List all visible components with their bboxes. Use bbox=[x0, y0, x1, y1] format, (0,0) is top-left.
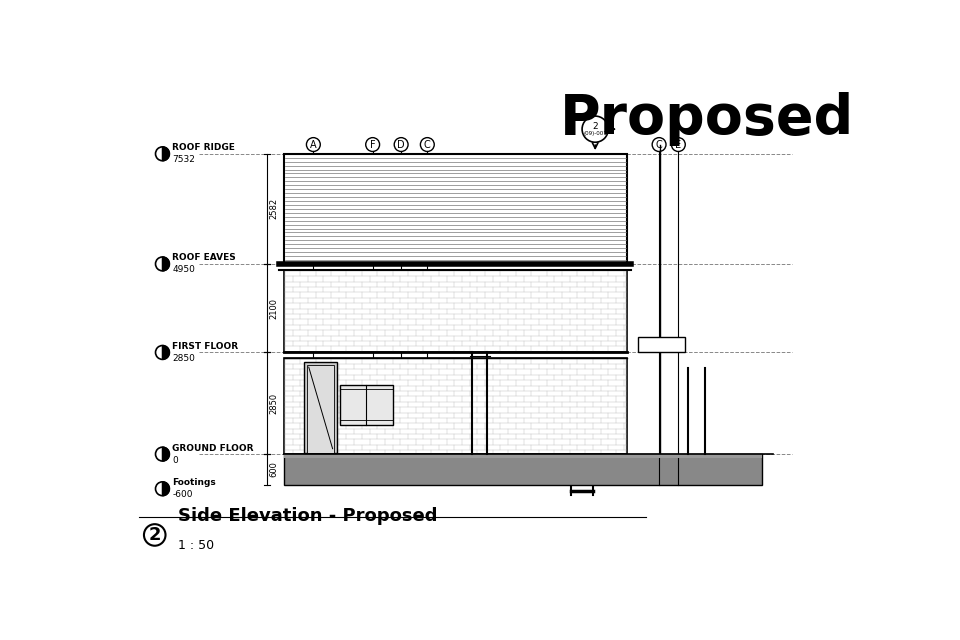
Text: FIRST FLOOR: FIRST FLOOR bbox=[173, 342, 239, 351]
Text: GROUND FLOOR: GROUND FLOOR bbox=[173, 444, 254, 452]
Text: 1 : 50: 1 : 50 bbox=[178, 539, 214, 552]
Text: 2582: 2582 bbox=[270, 198, 278, 220]
Text: 7532: 7532 bbox=[173, 156, 195, 164]
Text: 2850: 2850 bbox=[270, 393, 278, 414]
Text: E: E bbox=[675, 140, 682, 150]
Text: A: A bbox=[310, 140, 317, 150]
Bar bbox=[284, 454, 761, 458]
Bar bbox=[638, 337, 684, 353]
Text: 2850: 2850 bbox=[173, 354, 195, 363]
Bar bbox=[340, 385, 393, 425]
Polygon shape bbox=[162, 346, 169, 360]
Text: 600: 600 bbox=[270, 461, 278, 477]
Text: Side Elevation - Proposed: Side Elevation - Proposed bbox=[178, 507, 438, 525]
Bar bbox=[284, 270, 627, 353]
Circle shape bbox=[156, 257, 169, 271]
Text: D: D bbox=[397, 140, 405, 150]
Text: (09)-001: (09)-001 bbox=[584, 131, 607, 136]
Circle shape bbox=[156, 346, 169, 360]
Circle shape bbox=[156, 447, 169, 461]
Bar bbox=[304, 362, 337, 452]
Bar bbox=[284, 154, 627, 264]
Polygon shape bbox=[162, 147, 169, 161]
Text: -600: -600 bbox=[173, 490, 193, 499]
Text: Footings: Footings bbox=[173, 478, 216, 487]
Bar bbox=[307, 365, 334, 452]
Polygon shape bbox=[162, 482, 169, 495]
Polygon shape bbox=[162, 257, 169, 271]
Bar bbox=[284, 358, 627, 454]
Text: Proposed: Proposed bbox=[560, 92, 853, 146]
Text: C: C bbox=[424, 140, 431, 150]
Bar bbox=[284, 454, 761, 485]
Polygon shape bbox=[162, 447, 169, 461]
Circle shape bbox=[156, 147, 169, 161]
Text: 2: 2 bbox=[149, 526, 161, 544]
Text: ROOF RIDGE: ROOF RIDGE bbox=[173, 143, 235, 152]
Circle shape bbox=[156, 482, 169, 495]
Text: F: F bbox=[370, 140, 375, 150]
Text: 0: 0 bbox=[173, 456, 179, 465]
Text: ROOF EAVES: ROOF EAVES bbox=[173, 253, 236, 262]
Text: 4950: 4950 bbox=[173, 266, 195, 275]
Text: 2100: 2100 bbox=[270, 298, 278, 319]
Text: 2: 2 bbox=[592, 122, 598, 131]
Text: C: C bbox=[656, 140, 662, 150]
